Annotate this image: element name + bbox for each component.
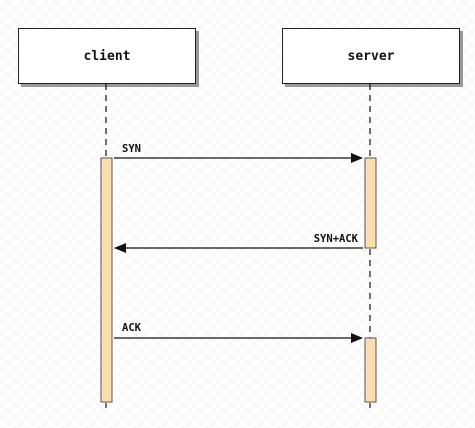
- participant-server: server: [282, 28, 460, 84]
- message-label-syn: SYN: [122, 143, 141, 155]
- activation-server-2: [364, 337, 377, 403]
- activation-client: [100, 157, 113, 403]
- participant-client-label: client: [83, 48, 131, 64]
- participant-server-label: server: [347, 48, 395, 64]
- message-label-ack: ACK: [122, 322, 142, 334]
- activation-server-1: [364, 157, 377, 249]
- message-label-syn-ack: SYN+ACK: [314, 233, 359, 245]
- participant-client: client: [18, 28, 196, 84]
